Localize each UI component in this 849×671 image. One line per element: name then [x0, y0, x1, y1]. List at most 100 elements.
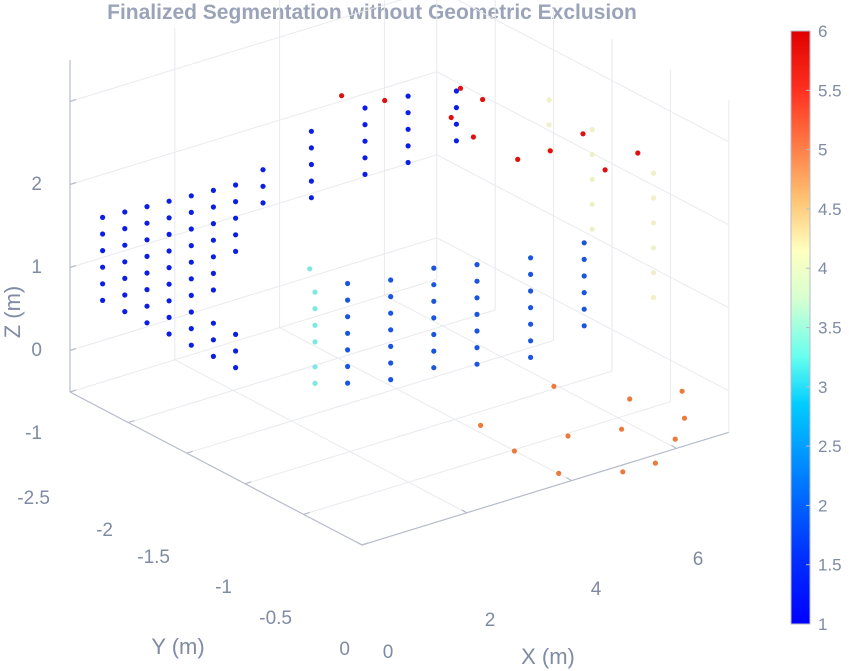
point-label-1	[233, 215, 239, 221]
point-label-6	[515, 156, 521, 162]
point-label-1	[188, 209, 194, 215]
point-label-4	[589, 176, 595, 182]
backwall-grid-z	[69, 237, 437, 351]
point-label-2	[431, 315, 437, 321]
colorbar-tick-label: 3	[818, 378, 827, 397]
point-label-1	[233, 248, 239, 254]
point-label-1	[405, 159, 411, 166]
point-label-5	[619, 426, 625, 432]
point-label-1	[166, 215, 172, 221]
point-label-3	[312, 306, 318, 312]
point-label-5	[627, 396, 633, 402]
z-tick-neg1: -1	[25, 423, 42, 444]
point-label-1	[166, 265, 172, 271]
point-label-4	[650, 195, 657, 201]
y-tick-neg1: -1	[215, 577, 232, 598]
point-label-4	[589, 151, 595, 158]
point-label-1	[188, 259, 194, 265]
sidewall-grid-z	[436, 154, 730, 309]
point-label-6	[448, 114, 454, 121]
point-label-2	[431, 348, 437, 354]
point-label-2	[474, 361, 480, 367]
y-axis-line	[69, 391, 363, 546]
point-label-4	[650, 170, 657, 176]
point-label-6	[480, 96, 486, 103]
point-label-1	[308, 195, 314, 201]
point-label-2	[581, 290, 587, 296]
colorbar-tick-label: 5.5	[818, 81, 842, 100]
point-label-4	[589, 226, 595, 232]
point-label-2	[388, 343, 394, 349]
point-label-1	[188, 326, 194, 332]
x-tick-mark	[671, 444, 677, 449]
point-label-2	[388, 294, 394, 300]
point-label-4	[650, 270, 657, 276]
point-label-1	[188, 292, 194, 298]
x-tick-2: 2	[485, 610, 496, 631]
point-label-3	[312, 322, 318, 328]
z-tick-mark	[69, 264, 77, 269]
x-tick-4: 4	[591, 579, 602, 600]
point-label-2	[345, 297, 351, 303]
point-label-2	[528, 305, 534, 311]
point-label-1	[362, 138, 368, 144]
point-label-5	[652, 460, 659, 466]
point-label-1	[166, 281, 172, 287]
point-label-1	[260, 167, 266, 173]
backwall-grid-z	[69, 154, 437, 268]
point-label-1	[144, 303, 150, 309]
point-label-2	[431, 298, 437, 304]
point-label-2	[581, 306, 587, 312]
floor-grid-y	[186, 340, 554, 454]
point-label-1	[144, 220, 150, 226]
y-tick-mark	[186, 450, 193, 454]
point-label-2	[528, 354, 534, 360]
point-label-5	[551, 383, 557, 389]
point-label-3	[312, 339, 318, 345]
point-label-6	[339, 93, 345, 99]
y-tick-neg2-5: -2.5	[17, 488, 50, 509]
point-label-6	[470, 134, 476, 140]
point-label-1	[122, 259, 128, 265]
colorbar-tick-label: 5	[818, 141, 827, 160]
z-axis-label: Z (m)	[0, 286, 25, 339]
x-tick-mark	[356, 541, 363, 546]
z-tick-2: 2	[31, 174, 42, 195]
point-label-4	[546, 122, 552, 128]
point-label-1	[308, 161, 314, 168]
point-label-2	[581, 240, 587, 246]
axes-layer	[69, 60, 729, 546]
point-label-1	[122, 292, 128, 298]
point-label-6	[457, 85, 464, 91]
point-label-2	[431, 365, 437, 371]
z-tick-mark	[69, 98, 77, 103]
x-axis-line	[361, 431, 729, 546]
point-label-2	[474, 328, 480, 334]
point-label-1	[362, 155, 368, 161]
grid-layer	[69, 0, 730, 546]
point-label-2	[345, 347, 351, 353]
point-label-1	[362, 105, 368, 111]
point-label-2	[345, 280, 351, 287]
y-tick-mark	[69, 389, 77, 393]
point-label-1	[188, 226, 194, 232]
x-tick-6: 6	[693, 549, 704, 570]
point-label-5	[679, 388, 685, 394]
floor-grid-x	[384, 294, 677, 449]
point-label-1	[188, 309, 194, 315]
point-label-5	[672, 436, 678, 442]
point-label-1	[210, 337, 216, 343]
point-label-1	[453, 88, 459, 94]
floor-grid-x	[174, 359, 468, 514]
point-label-1	[144, 204, 150, 210]
y-tick-neg1-5: -1.5	[137, 547, 170, 568]
point-label-1	[144, 237, 150, 243]
point-label-1	[453, 105, 459, 111]
point-label-6	[547, 148, 553, 154]
floor-grid-y	[128, 309, 496, 424]
point-label-2	[345, 330, 351, 336]
point-label-1	[233, 331, 239, 337]
point-label-1	[453, 121, 459, 127]
point-label-1	[166, 248, 172, 254]
point-label-1	[362, 171, 368, 177]
